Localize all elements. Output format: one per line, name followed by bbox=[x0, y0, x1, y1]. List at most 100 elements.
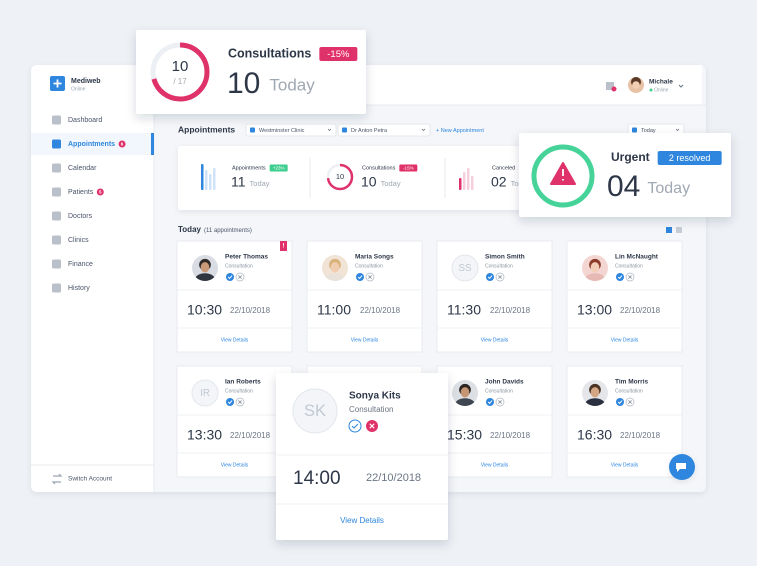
select-label[interactable]: Today bbox=[641, 128, 656, 134]
avatar-placeholder bbox=[292, 388, 338, 434]
appointment-card: ! Peter Thomas Consultation 10:30 22/10/2018… bbox=[176, 240, 293, 353]
stat-label: Consultations bbox=[362, 165, 396, 171]
patient-name: Peter Thomas bbox=[225, 254, 268, 261]
consult-title: Consultations bbox=[228, 46, 311, 60]
view-details[interactable]: View Details bbox=[221, 337, 249, 343]
appointment-time: 13:30 bbox=[187, 427, 222, 443]
nav-label[interactable]: Appointments bbox=[68, 141, 115, 148]
stat-bar-icon bbox=[209, 174, 212, 190]
stat-badge bbox=[269, 164, 288, 172]
confirm-check bbox=[487, 400, 493, 405]
confirm-button[interactable] bbox=[356, 273, 364, 281]
nav-label[interactable]: Dashboard bbox=[68, 117, 102, 124]
popup-view-details[interactable]: View Details bbox=[340, 516, 384, 525]
view-details[interactable]: View Details bbox=[611, 462, 639, 468]
appointment-card: Tim Morris Consultation 16:30 22/10/2018 Vie… bbox=[566, 365, 683, 478]
appointment-time: 11:30 bbox=[447, 302, 481, 318]
urgent-flag-mark: ! bbox=[283, 244, 285, 250]
new-appointment[interactable]: + New Appointment bbox=[436, 128, 484, 134]
patient-name: Tim Morris bbox=[615, 379, 648, 386]
select-box bbox=[337, 123, 431, 137]
confirm-button[interactable] bbox=[226, 398, 234, 406]
cancel-x bbox=[498, 400, 502, 404]
clinic-select[interactable]: Westminster Clinic bbox=[245, 123, 337, 137]
confirm-check bbox=[617, 400, 623, 405]
stat-bar-icon bbox=[463, 172, 466, 190]
nav-label[interactable]: Patients bbox=[68, 189, 94, 196]
nav-item[interactable]: Clinics bbox=[52, 235, 89, 245]
nav-item[interactable]: Calendar bbox=[52, 163, 97, 173]
consult-count: 10 bbox=[172, 58, 189, 75]
avatar-body bbox=[324, 273, 346, 281]
avatar-initials: SK bbox=[304, 402, 326, 420]
nav-item[interactable]: Doctors bbox=[52, 211, 93, 221]
user-caret[interactable] bbox=[678, 84, 684, 88]
section-title: Today bbox=[178, 225, 202, 234]
avatar-body bbox=[194, 273, 216, 281]
popup-confirm[interactable] bbox=[348, 419, 362, 433]
select-label[interactable]: Dr Anton Petra bbox=[351, 128, 388, 134]
confirm-button[interactable] bbox=[486, 273, 494, 281]
switch-account[interactable]: Switch Account bbox=[68, 476, 112, 483]
nav-item[interactable]: Finance bbox=[52, 259, 93, 269]
popup-confirm-check bbox=[351, 423, 359, 429]
select-caret bbox=[327, 128, 332, 132]
avatar-face bbox=[460, 387, 470, 398]
grid-view-toggle[interactable] bbox=[666, 227, 672, 233]
stat-value: 02 bbox=[491, 174, 507, 190]
nav-label[interactable]: Doctors bbox=[68, 213, 93, 220]
urgent-badge-text: 2 resolved bbox=[669, 153, 711, 163]
confirm-button[interactable] bbox=[226, 273, 234, 281]
select-caret bbox=[421, 128, 426, 132]
appointment-time: 13:00 bbox=[577, 302, 612, 318]
avatar-photo bbox=[582, 255, 608, 281]
consult-badge-text: -15% bbox=[327, 49, 350, 60]
nav-label[interactable]: History bbox=[68, 285, 90, 292]
avatar-body bbox=[584, 273, 606, 281]
nav-icon bbox=[52, 163, 61, 173]
doctor-select[interactable]: Dr Anton Petra bbox=[337, 123, 431, 137]
section-count: (11 appointments) bbox=[204, 228, 252, 234]
nav-item[interactable]: History bbox=[52, 283, 90, 293]
view-details[interactable]: View Details bbox=[351, 337, 379, 343]
cancel-x bbox=[238, 275, 242, 279]
nav-item[interactable]: Appointments 6 bbox=[31, 133, 154, 155]
avatar-photo bbox=[192, 255, 218, 281]
confirm-button[interactable] bbox=[616, 273, 624, 281]
stat-bar-icon bbox=[459, 178, 462, 190]
appointment-type: Consultation bbox=[615, 388, 643, 394]
stat-label: Appointments bbox=[232, 165, 266, 171]
select-label[interactable]: Westminster Clinic bbox=[259, 128, 305, 134]
nav-icon bbox=[52, 283, 61, 293]
avatar-initials: SS bbox=[458, 263, 472, 274]
view-details[interactable]: View Details bbox=[481, 462, 509, 468]
nav-label[interactable]: Clinics bbox=[68, 237, 89, 244]
confirm-check bbox=[227, 400, 233, 405]
cancel-x bbox=[238, 400, 242, 404]
avatar-photo bbox=[322, 255, 348, 281]
confirm-button[interactable] bbox=[486, 398, 494, 406]
view-details[interactable]: View Details bbox=[481, 337, 509, 343]
view-details[interactable]: View Details bbox=[611, 337, 639, 343]
avatar-face bbox=[330, 262, 340, 273]
select-icon bbox=[342, 127, 347, 133]
patient-name: John Davids bbox=[485, 379, 524, 386]
nav-item[interactable]: Patients 5 bbox=[52, 187, 104, 197]
view-details[interactable]: View Details bbox=[221, 462, 249, 468]
stat-ring-arc bbox=[326, 163, 354, 191]
nav-item[interactable]: Dashboard bbox=[52, 115, 102, 125]
list-view-toggle[interactable] bbox=[676, 227, 682, 233]
confirm-button[interactable] bbox=[616, 398, 624, 406]
page-title: Appointments bbox=[178, 124, 235, 134]
stat-badge bbox=[399, 164, 418, 172]
nav-label[interactable]: Finance bbox=[68, 261, 93, 268]
nav-icon bbox=[52, 259, 61, 269]
nav-label[interactable]: Calendar bbox=[68, 165, 97, 172]
chat-icon bbox=[676, 463, 686, 472]
stat-bar-icon bbox=[471, 176, 474, 190]
appointment-time: 11:00 bbox=[317, 302, 351, 318]
appointment-type: Consultation bbox=[225, 263, 253, 269]
appointment-card: Lin McNaught Consultation 13:00 22/10/2018 V… bbox=[566, 240, 683, 353]
